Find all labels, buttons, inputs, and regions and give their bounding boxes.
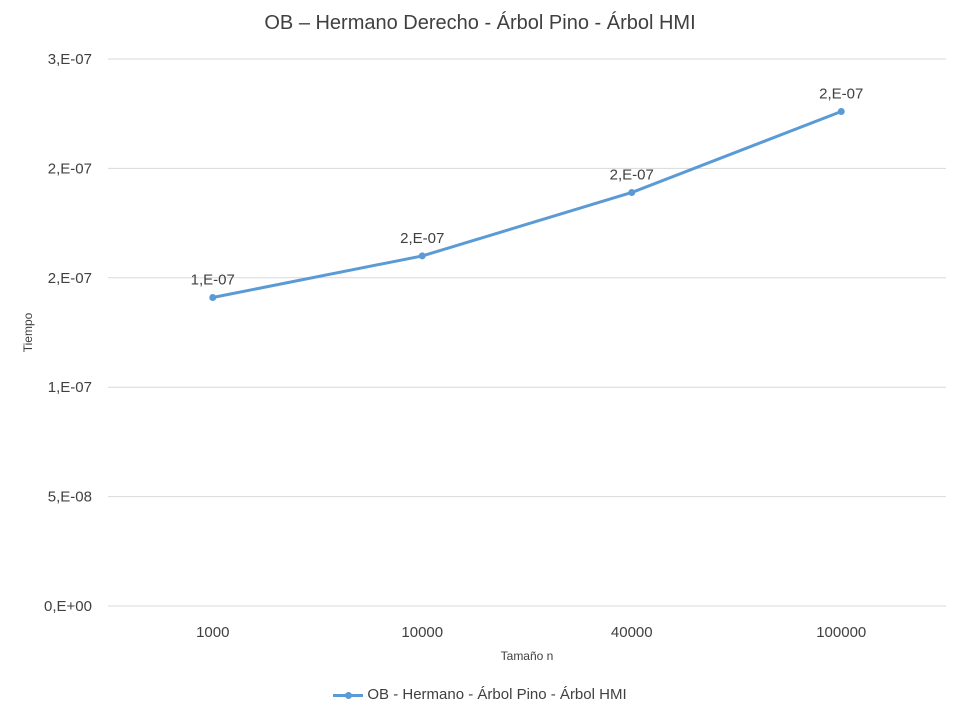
- x-tick-label: 10000: [401, 624, 443, 641]
- chart-title: OB – Hermano Derecho - Árbol Pino - Árbo…: [264, 12, 696, 34]
- y-tick-label: 0,E+00: [44, 598, 92, 615]
- y-tick-label: 2,E-07: [48, 270, 92, 287]
- y-axis-title: Tiempo: [21, 312, 35, 352]
- y-tick-label: 1,E-07: [48, 379, 92, 396]
- x-axis-title: Tamaño n: [501, 649, 554, 663]
- legend-swatch: [333, 689, 364, 701]
- data-point: [837, 108, 845, 116]
- data-point: [628, 188, 636, 196]
- data-point: [209, 293, 217, 301]
- x-tick-label: 40000: [611, 624, 653, 641]
- y-tick-label: 2,E-07: [48, 160, 92, 177]
- data-label: 1,E-07: [191, 271, 235, 288]
- x-tick-label: 1000: [196, 624, 229, 641]
- data-point: [418, 252, 426, 260]
- legend: OB - Hermano - Árbol Pino - Árbol HMI: [0, 686, 960, 703]
- y-tick-label: 5,E-08: [48, 489, 92, 506]
- data-label: 2,E-07: [819, 86, 863, 103]
- series-line: [211, 110, 843, 299]
- x-tick-label: 100000: [816, 624, 866, 641]
- data-label: 2,E-07: [610, 166, 654, 183]
- data-label: 2,E-07: [400, 230, 444, 247]
- legend-label: OB - Hermano - Árbol Pino - Árbol HMI: [367, 686, 627, 703]
- y-tick-label: 3,E-07: [48, 51, 92, 68]
